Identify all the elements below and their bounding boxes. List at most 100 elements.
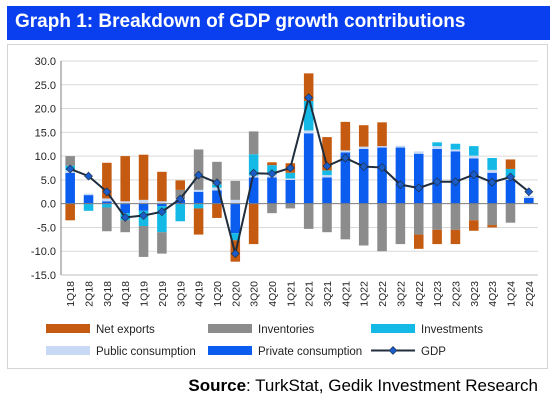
gdp-point: [359, 162, 369, 171]
bar-net-exports: [157, 171, 167, 202]
bar-inventories: [157, 232, 167, 254]
bar-investments: [102, 203, 112, 208]
bar-inventories: [469, 203, 479, 221]
bar-public-consumption: [358, 146, 369, 149]
bar-net-exports: [65, 203, 75, 221]
bar-series: [65, 73, 534, 262]
gdp-point: [65, 164, 75, 174]
legend-swatch-public-consumption: [46, 346, 90, 355]
bar-inventories: [377, 203, 387, 252]
gdp-point: [451, 177, 460, 187]
gdp-point: [414, 183, 424, 193]
bar-inventories: [193, 149, 204, 190]
x-tick-label: 3Q19: [175, 281, 187, 307]
gdp-point: [157, 207, 167, 217]
bar-inventories: [413, 203, 424, 235]
bar-inventories: [303, 203, 314, 229]
y-tick-label: 0.0: [41, 199, 56, 211]
gdp-point: [194, 170, 204, 180]
bar-private-consumption: [193, 191, 204, 204]
bar-inventories: [505, 203, 516, 223]
bar-net-exports: [450, 229, 461, 245]
bar-investments: [303, 100, 314, 131]
bar-public-consumption: [340, 150, 351, 153]
x-tick-label: 4Q19: [194, 281, 206, 307]
x-tick-label: 1Q23: [432, 281, 444, 307]
y-tick-label: -10.0: [31, 246, 56, 258]
bar-public-consumption: [303, 130, 314, 134]
y-tick-label: -15.0: [31, 270, 56, 282]
bar-private-consumption: [303, 133, 314, 204]
gdp-point: [139, 211, 148, 220]
legend-swatch-inventories: [208, 324, 252, 333]
legend-marker-gdp: [388, 346, 398, 355]
bar-inventories: [230, 180, 241, 200]
x-tick-label: 1Q24: [505, 281, 517, 307]
legend-label: Investments: [421, 324, 483, 336]
legend-swatch-private-consumption: [208, 346, 252, 355]
x-tick-label: 2Q23: [450, 281, 462, 307]
bar-private-consumption: [432, 148, 442, 204]
bar-net-exports: [193, 208, 204, 235]
bar-investments: [230, 233, 241, 241]
legend-label: Inventories: [258, 324, 315, 336]
x-tick-label: 4Q23: [487, 281, 499, 307]
legend-label: Public consumption: [96, 346, 196, 358]
bar-private-consumption: [102, 201, 112, 204]
bar-public-consumption: [230, 199, 241, 204]
gdp-point: [506, 172, 515, 182]
x-tick-label: 4Q21: [340, 281, 352, 307]
bar-inventories: [120, 220, 130, 233]
bar-public-consumption: [102, 198, 112, 202]
gdp-point: [249, 168, 259, 178]
gdp-point: [469, 170, 479, 180]
bar-inventories: [175, 189, 186, 199]
x-tick-label: 3Q21: [322, 281, 334, 307]
x-tick-label: 1Q18: [65, 281, 77, 307]
bar-private-consumption: [65, 172, 75, 204]
bar-private-consumption: [120, 203, 130, 214]
bar-private-consumption: [524, 197, 534, 204]
bar-inventories: [450, 203, 461, 230]
bar-inventories: [487, 203, 497, 226]
chart-frame: -15.0 -10.0 -5.0 0.0 5.0 10.0 15.0 20.0 25.0 30.0…: [7, 44, 548, 369]
bar-public-consumption: [413, 151, 424, 154]
bar-inventories: [138, 226, 149, 257]
gdp-point: [487, 177, 497, 187]
bar-public-consumption: [83, 193, 94, 196]
bar-private-consumption: [230, 203, 241, 234]
gdp-point: [304, 93, 314, 103]
bar-private-consumption: [487, 172, 497, 204]
title-bar: Graph 1: Breakdown of GDP growth contrib…: [7, 6, 550, 40]
gdp-point: [377, 163, 387, 172]
y-tick-label: 30.0: [35, 56, 56, 68]
x-tick-label: 2Q18: [84, 281, 96, 307]
x-tick-label: 4Q20: [267, 281, 279, 307]
bar-net-exports: [322, 137, 332, 171]
bar-investments: [469, 146, 479, 156]
gdp-contributions-chart: -15.0 -10.0 -5.0 0.0 5.0 10.0 15.0 20.0 25.0 30.0…: [31, 56, 538, 358]
bar-inventories: [395, 203, 406, 245]
bar-net-exports: [212, 203, 222, 218]
gdp-point: [120, 213, 130, 222]
legend: Net exports Inventories Investments Public …: [46, 324, 483, 358]
bar-private-consumption: [285, 179, 296, 204]
legend-label: Net exports: [96, 324, 155, 336]
x-tick-label: 4Q22: [414, 281, 426, 307]
bar-private-consumption: [322, 177, 332, 204]
bar-private-consumption: [377, 147, 387, 204]
bar-net-exports: [102, 162, 112, 199]
bar-net-exports: [175, 180, 186, 190]
bar-inventories: [358, 203, 369, 246]
gdp-point: [84, 171, 93, 181]
bar-investments: [450, 143, 461, 150]
bar-inventories: [340, 203, 351, 240]
bar-net-exports: [377, 122, 387, 147]
bar-inventories: [65, 156, 75, 166]
bar-public-consumption: [377, 146, 387, 148]
bar-private-consumption: [157, 203, 167, 207]
y-tick-label: 25.0: [35, 80, 56, 92]
bar-private-consumption: [395, 147, 406, 204]
gdp-line-series: [65, 93, 534, 259]
gdp-point: [230, 249, 240, 259]
